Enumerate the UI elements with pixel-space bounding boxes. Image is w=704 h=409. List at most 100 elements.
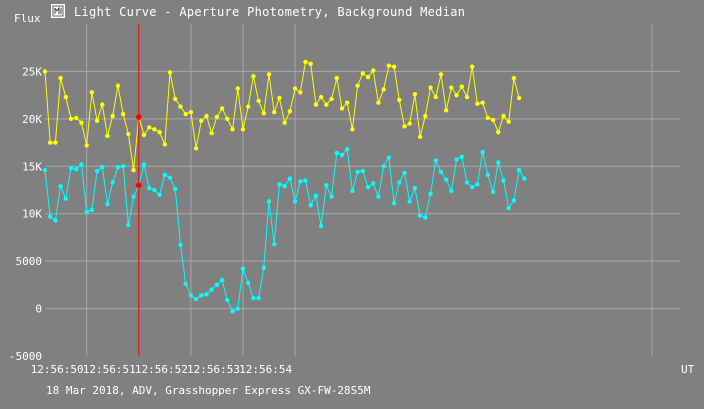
data-point[interactable] (464, 180, 470, 185)
data-point[interactable] (350, 127, 355, 132)
data-point[interactable] (240, 127, 246, 132)
data-point[interactable] (391, 64, 397, 69)
data-point[interactable] (292, 199, 298, 204)
data-point[interactable] (89, 207, 95, 213)
data-point[interactable] (100, 102, 105, 107)
cursor-layer[interactable] (135, 24, 142, 356)
data-point[interactable] (235, 86, 240, 91)
data-point[interactable] (141, 162, 147, 167)
data-point[interactable] (48, 140, 53, 145)
data-point[interactable] (308, 61, 313, 67)
data-point[interactable] (454, 157, 459, 162)
data-point[interactable] (443, 108, 449, 113)
data-point[interactable] (428, 191, 433, 196)
data-point[interactable] (188, 293, 194, 298)
data-point[interactable] (157, 192, 162, 197)
data-point[interactable] (381, 164, 386, 169)
data-point[interactable] (167, 70, 173, 75)
data-point[interactable] (183, 281, 188, 287)
data-point[interactable] (219, 106, 225, 111)
data-point[interactable] (152, 127, 157, 132)
data-point[interactable] (480, 100, 485, 105)
data-point[interactable] (522, 176, 527, 181)
data-point[interactable] (209, 130, 214, 136)
data-point[interactable] (266, 199, 272, 204)
data-point[interactable] (298, 179, 303, 184)
data-point[interactable] (475, 101, 480, 106)
data-point[interactable] (329, 96, 334, 102)
data-point[interactable] (74, 115, 79, 121)
data-point[interactable] (355, 169, 360, 175)
data-point[interactable] (152, 187, 157, 193)
data-point[interactable] (266, 72, 272, 77)
data-point[interactable] (214, 114, 220, 120)
data-point[interactable] (485, 115, 491, 121)
data-point[interactable] (173, 96, 178, 102)
data-point[interactable] (412, 91, 418, 97)
data-point[interactable] (371, 68, 376, 73)
data-point[interactable] (417, 134, 423, 140)
data-point[interactable] (251, 295, 256, 301)
data-point[interactable] (173, 186, 178, 192)
data-point[interactable] (204, 292, 209, 297)
data-point[interactable] (318, 223, 324, 229)
data-point[interactable] (188, 110, 194, 115)
data-point[interactable] (438, 72, 444, 77)
data-point[interactable] (89, 90, 95, 95)
data-point[interactable] (245, 280, 251, 286)
data-point[interactable] (506, 119, 511, 124)
data-point[interactable] (141, 132, 147, 138)
data-point[interactable] (365, 184, 371, 190)
data-point[interactable] (313, 102, 319, 107)
data-point[interactable] (115, 165, 121, 170)
data-point[interactable] (272, 110, 277, 115)
data-point[interactable] (120, 111, 126, 117)
data-point[interactable] (63, 94, 69, 100)
data-point[interactable] (376, 100, 381, 105)
data-point[interactable] (245, 104, 251, 109)
data-point[interactable] (449, 188, 454, 194)
data-point[interactable] (511, 75, 517, 81)
data-point[interactable] (407, 121, 412, 126)
data-point[interactable] (303, 59, 308, 65)
data-point[interactable] (48, 214, 53, 219)
data-point[interactable] (298, 90, 303, 95)
data-point[interactable] (84, 209, 89, 215)
data-point[interactable] (470, 64, 475, 69)
data-point[interactable] (423, 113, 428, 119)
data-point[interactable] (360, 71, 366, 76)
data-point[interactable] (344, 147, 350, 152)
data-point[interactable] (74, 166, 79, 172)
data-point[interactable] (193, 146, 199, 151)
data-point[interactable] (324, 102, 329, 107)
data-point[interactable] (490, 117, 496, 123)
data-point[interactable] (157, 129, 162, 135)
data-point[interactable] (423, 215, 428, 220)
data-point[interactable] (292, 86, 298, 91)
data-point[interactable] (516, 95, 522, 101)
data-point[interactable] (350, 188, 355, 194)
data-point[interactable] (313, 193, 319, 198)
data-point[interactable] (365, 74, 371, 80)
data-point[interactable] (110, 113, 115, 119)
data-point[interactable] (501, 178, 506, 183)
data-point[interactable] (214, 282, 220, 288)
data-point[interactable] (459, 154, 464, 159)
data-point[interactable] (496, 129, 501, 135)
data-point[interactable] (329, 194, 334, 199)
data-point[interactable] (412, 185, 418, 191)
data-point[interactable] (386, 155, 392, 160)
data-point[interactable] (516, 167, 522, 173)
data-point[interactable] (261, 110, 267, 116)
data-point[interactable] (443, 177, 449, 182)
data-point[interactable] (417, 213, 423, 218)
data-point[interactable] (100, 165, 105, 170)
data-point[interactable] (230, 127, 235, 132)
data-point[interactable] (183, 111, 188, 117)
data-point[interactable] (339, 152, 345, 158)
data-point[interactable] (511, 198, 517, 203)
data-point[interactable] (318, 94, 324, 100)
data-point[interactable] (79, 162, 84, 167)
data-point[interactable] (391, 201, 397, 206)
